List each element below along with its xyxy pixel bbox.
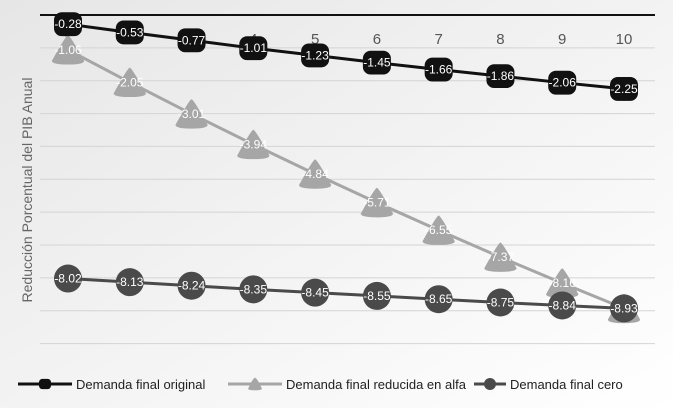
data-label: -1.23 bbox=[301, 48, 329, 62]
data-label: -1.01 bbox=[240, 41, 268, 55]
data-point-marker bbox=[424, 57, 453, 82]
data-point-marker bbox=[239, 36, 268, 61]
x-tick-label: 10 bbox=[616, 31, 633, 48]
data-point-marker bbox=[610, 294, 638, 323]
data-point-marker bbox=[301, 278, 330, 307]
data-label: -8.16 bbox=[549, 276, 577, 290]
data-point-marker bbox=[548, 70, 577, 95]
legend-label: Demanda final original bbox=[76, 377, 205, 392]
data-label: -2.25 bbox=[610, 82, 638, 96]
data-point-marker bbox=[422, 215, 455, 245]
data-label: -8.55 bbox=[363, 289, 391, 303]
data-label: -1.86 bbox=[487, 69, 515, 83]
data-point-marker bbox=[115, 20, 144, 45]
data-point-marker bbox=[610, 77, 638, 101]
x-tick-label: 8 bbox=[496, 31, 504, 48]
data-label: -4.84 bbox=[301, 167, 329, 181]
data-label: -0.53 bbox=[116, 25, 144, 39]
data-label: -1.45 bbox=[363, 56, 391, 70]
data-point-marker bbox=[486, 288, 515, 317]
grid bbox=[40, 47, 655, 345]
data-label: -8.84 bbox=[549, 298, 577, 312]
data-label: -8.45 bbox=[301, 286, 329, 300]
data-point-marker bbox=[237, 129, 270, 160]
y-axis-label: Reducción Porcentual del PIB Anual bbox=[19, 78, 35, 303]
data-point-marker bbox=[248, 377, 262, 391]
data-label: -7.37 bbox=[487, 250, 515, 264]
data-point-marker bbox=[484, 242, 517, 272]
data-point-marker bbox=[239, 275, 268, 304]
data-point-marker bbox=[360, 187, 393, 218]
data-label: -5.71 bbox=[363, 196, 391, 210]
data-point-marker bbox=[484, 378, 496, 390]
data-label: -3.94 bbox=[240, 137, 268, 151]
legend: Demanda final original Demanda final redu… bbox=[18, 377, 623, 392]
legend-label: Demanda final cero bbox=[510, 377, 623, 392]
data-label: -8.24 bbox=[178, 279, 206, 293]
data-point-marker bbox=[424, 285, 453, 314]
data-point-marker bbox=[362, 50, 391, 75]
legend-item: Demanda final reducida en alfa bbox=[228, 377, 467, 392]
data-label: -2.06 bbox=[549, 76, 577, 90]
data-label: -8.93 bbox=[610, 301, 638, 315]
data-label: -8.02 bbox=[54, 272, 82, 286]
legend-item: Demanda final cero bbox=[474, 377, 623, 392]
data-point-marker bbox=[39, 378, 51, 390]
data-label: -1.06 bbox=[54, 43, 82, 57]
x-tick-label: 5 bbox=[311, 31, 319, 48]
series-line bbox=[67, 48, 625, 310]
data-labels: -1.06 -2.05 -3.01 -3.94 -4.84 -5.71 -6.55 -7.37… bbox=[54, 17, 638, 315]
data-point-marker bbox=[177, 271, 206, 300]
legend-label: Demanda final reducida en alfa bbox=[286, 377, 467, 392]
x-tick-label: 6 bbox=[373, 31, 381, 48]
data-point-marker bbox=[177, 28, 206, 53]
data-point-marker bbox=[113, 67, 146, 98]
data-point-marker bbox=[51, 35, 85, 65]
x-tick-label: 9 bbox=[558, 31, 566, 48]
legend-item: Demanda final original bbox=[18, 377, 205, 392]
data-label: -1.66 bbox=[425, 63, 453, 77]
data-point-marker bbox=[362, 281, 391, 310]
data-label: -3.01 bbox=[178, 107, 206, 121]
data-point-marker bbox=[175, 99, 208, 129]
series-group bbox=[51, 12, 641, 324]
data-point-marker bbox=[299, 159, 332, 189]
data-label: -0.77 bbox=[178, 33, 206, 47]
data-point-marker bbox=[301, 43, 330, 68]
data-label: -8.65 bbox=[425, 292, 453, 306]
data-point-marker bbox=[54, 264, 82, 293]
series-3 bbox=[54, 264, 638, 323]
series-line bbox=[67, 277, 625, 310]
data-point-marker bbox=[54, 12, 82, 37]
data-point-marker bbox=[546, 268, 579, 298]
data-label: -8.13 bbox=[116, 275, 144, 289]
data-point-marker bbox=[486, 64, 515, 89]
data-point-marker bbox=[115, 268, 144, 297]
series-1 bbox=[54, 12, 638, 101]
data-label: -6.55 bbox=[425, 223, 453, 237]
x-tick-label: 7 bbox=[434, 31, 442, 48]
data-label: -0.28 bbox=[54, 17, 82, 31]
data-label: -8.35 bbox=[240, 282, 268, 296]
data-label: -8.75 bbox=[487, 296, 515, 310]
data-point-marker bbox=[548, 291, 577, 320]
series-line bbox=[67, 22, 625, 91]
data-label: -2.05 bbox=[116, 75, 144, 89]
